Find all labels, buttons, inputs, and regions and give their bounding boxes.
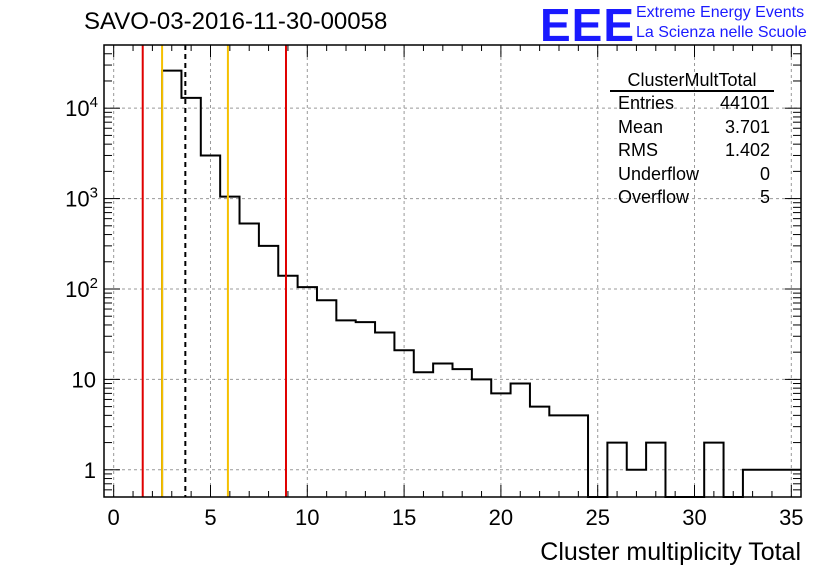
histogram-bin bbox=[491, 393, 510, 497]
histogram-bin bbox=[472, 379, 491, 497]
stats-label: RMS bbox=[618, 140, 658, 160]
histogram-bin bbox=[162, 71, 181, 497]
stats-row: Underflow 0 bbox=[610, 163, 774, 187]
histogram-bin bbox=[569, 415, 588, 497]
histogram-bin bbox=[356, 322, 375, 497]
histogram-outline bbox=[161, 69, 801, 498]
stats-label: Overflow bbox=[618, 187, 690, 207]
histogram-bin bbox=[607, 443, 626, 497]
histogram-bin bbox=[317, 300, 336, 497]
histogram-bin bbox=[278, 276, 297, 497]
logo-line-2: La Scienza nelle Scuole bbox=[636, 24, 807, 41]
logo-line-1: Extreme Energy Events bbox=[636, 4, 805, 21]
stats-value: 44101 bbox=[719, 93, 770, 113]
stats-row: Entries 44101 bbox=[610, 92, 774, 116]
stats-row: Overflow 5 bbox=[610, 186, 774, 210]
y-tick-label: 103 bbox=[65, 185, 98, 212]
x-tick-label: 30 bbox=[682, 505, 706, 530]
chart-title: SAVO-03-2016-11-30-00058 bbox=[84, 8, 388, 35]
histogram-bin bbox=[259, 246, 278, 497]
stats-value: 0 bbox=[759, 163, 770, 184]
stats-box: ClusterMultTotal Entries 44101 Mean 3.70… bbox=[610, 70, 774, 210]
histogram-bin bbox=[453, 369, 472, 497]
y-tick-label: 104 bbox=[65, 94, 98, 121]
x-tick-label: 25 bbox=[585, 505, 609, 530]
stats-row: Mean 3.701 bbox=[610, 116, 774, 140]
x-tick-label: 35 bbox=[779, 505, 803, 530]
histogram-bin bbox=[336, 320, 355, 497]
stats-value: 5 bbox=[759, 187, 770, 207]
stats-label: Underflow bbox=[618, 163, 700, 184]
x-tick-label: 10 bbox=[295, 505, 319, 530]
histogram-bin bbox=[394, 350, 413, 497]
histogram-bin bbox=[414, 372, 433, 497]
histogram-bin bbox=[240, 224, 259, 497]
eee-logo: EEE bbox=[540, 0, 636, 51]
y-tick-label: 1 bbox=[84, 458, 96, 483]
y-tick-label: 102 bbox=[65, 275, 98, 302]
y-tick-label: 10 bbox=[72, 367, 96, 392]
histogram-bin bbox=[646, 443, 665, 497]
stats-row: RMS 1.402 bbox=[610, 139, 774, 163]
stats-value: 3.701 bbox=[724, 116, 770, 137]
histogram-bin bbox=[549, 415, 568, 497]
histogram-bin bbox=[220, 197, 239, 497]
stats-title: ClusterMultTotal bbox=[610, 70, 774, 92]
stats-value: 1.402 bbox=[724, 140, 770, 160]
x-tick-label: 20 bbox=[489, 505, 513, 530]
histogram-bin bbox=[704, 443, 723, 497]
x-tick-label: 15 bbox=[392, 505, 416, 530]
x-axis-label: Cluster multiplicity Total bbox=[540, 538, 801, 566]
stats-label: Entries bbox=[618, 93, 675, 113]
histogram-bin bbox=[298, 287, 317, 497]
stats-label: Mean bbox=[618, 116, 664, 137]
histogram-bin bbox=[375, 333, 394, 497]
plot-frame bbox=[103, 44, 802, 498]
x-tick-label: 5 bbox=[204, 505, 216, 530]
histogram-bin bbox=[433, 363, 452, 497]
histogram-bin bbox=[530, 407, 549, 497]
histogram-bin bbox=[511, 384, 530, 497]
x-tick-label: 0 bbox=[108, 505, 120, 530]
histogram-bin bbox=[201, 155, 220, 497]
